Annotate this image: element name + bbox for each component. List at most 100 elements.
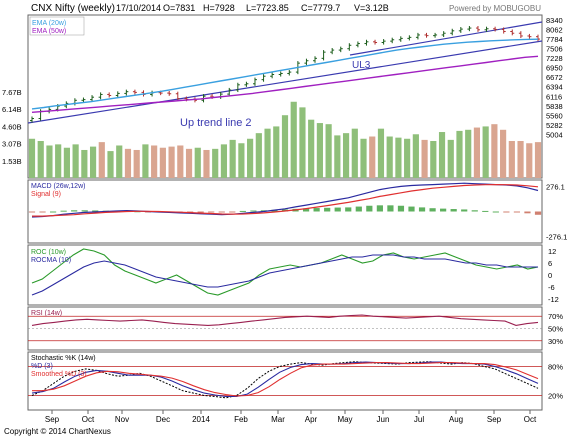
x-tick-label: Mar [271, 415, 285, 424]
macd-histogram-bar [397, 205, 405, 212]
macd-histogram-bar [39, 211, 46, 213]
volume-bar [116, 145, 123, 178]
macd-histogram-bar [429, 208, 436, 212]
volume-bar [290, 101, 297, 178]
volume-bar [220, 144, 228, 178]
volume-bar [456, 130, 463, 178]
x-tick-label: Sep [487, 415, 502, 424]
volume-bar [247, 138, 254, 178]
volume-bar [395, 137, 402, 178]
macd-y-label: 276.1 [546, 182, 565, 191]
volume-bar [203, 149, 210, 178]
x-tick-label: Jul [414, 415, 424, 424]
volume-bar [412, 134, 419, 178]
volume-bar [185, 148, 193, 178]
uptrend-line-2 [27, 40, 543, 124]
price-y-label: 8340 [546, 16, 563, 25]
volume-bar [465, 129, 472, 178]
roc-y-label: -12 [548, 295, 559, 304]
legend-ema50: EMA (50w) [32, 28, 66, 35]
macd-histogram-bar [324, 207, 331, 212]
legend-stoch-sd: Smoothed %D (3) [31, 371, 87, 378]
volume-y-label: 1.53B [2, 157, 22, 166]
volume-bar [430, 140, 437, 178]
stoch-y-label: 80% [548, 363, 563, 372]
macd-histogram-bar [387, 205, 394, 212]
macd-histogram-bar [440, 208, 447, 212]
x-tick-label: Jun [377, 415, 390, 424]
macd-histogram-bar [28, 211, 36, 213]
macd-histogram-bar [197, 211, 204, 213]
volume-bar [133, 149, 140, 178]
macd-histogram-bar [450, 209, 457, 212]
volume-bar [508, 140, 515, 178]
rsi-y-label: 70% [548, 312, 563, 321]
volume-bar [37, 140, 44, 178]
volume-bar [98, 142, 105, 178]
macd-histogram-bar [81, 210, 88, 212]
volume-bar [334, 135, 341, 178]
stoch-y-label: 20% [548, 392, 563, 401]
legend-stoch-d: %D (3) [31, 363, 53, 370]
rsi-line [31, 314, 539, 326]
macd-histogram-bar [208, 211, 215, 213]
volume-bar [299, 107, 306, 178]
stoch-panel [27, 351, 543, 411]
roc-y-label: 0 [548, 271, 552, 280]
price-y-label: 6116 [546, 92, 562, 101]
price-y-label: 6394 [546, 83, 563, 92]
roc-y-label: -6 [548, 283, 555, 292]
macd-histogram-bar [345, 207, 352, 212]
price-y-label: 5560 [546, 111, 563, 120]
price-y-label: 5004 [546, 131, 563, 140]
volume-bar [526, 143, 533, 178]
x-tick-label: Oct [524, 415, 537, 424]
volume-bar [46, 145, 53, 178]
volume-bar [55, 144, 62, 178]
volume-y-label: 4.60B [2, 122, 22, 131]
price-y-label: 7506 [546, 44, 563, 53]
volume-bar [351, 128, 358, 178]
header-low: L=7723.85 [246, 3, 289, 13]
volume-bar [473, 127, 481, 178]
ema50-line [31, 55, 539, 113]
macd-histogram-bar [408, 206, 415, 212]
macd-histogram-bar [471, 210, 478, 212]
roc-y-label: 12 [548, 247, 556, 256]
legend-rsi: RSI (14w) [31, 310, 62, 317]
header-open: O=7831 [163, 3, 195, 13]
volume-bar [281, 115, 289, 178]
volume-bar [369, 136, 376, 178]
macd-histogram-bar [60, 210, 67, 212]
volume-bar [438, 132, 446, 178]
volume-bar [325, 124, 332, 178]
volume-bar [212, 148, 219, 178]
x-tick-label: Sep [45, 415, 60, 424]
ul3-trend-line [349, 21, 543, 56]
header-volume: V=3.12B [354, 3, 389, 13]
macd-histogram-bar [218, 211, 225, 213]
volume-y-label: 7.67B [2, 88, 22, 97]
volume-bar [482, 126, 489, 178]
copyright-text: Copyright © 2014 ChartNexus [4, 427, 111, 436]
macd-histogram-bar [250, 210, 257, 212]
price-y-label: 5838 [546, 102, 563, 111]
header-high: H=7928 [203, 3, 235, 13]
macd-histogram-bar [49, 211, 57, 213]
price-y-label: 8062 [546, 25, 563, 34]
x-tick-label: 2014 [192, 415, 210, 424]
macd-histogram-bar [366, 205, 373, 212]
macd-line [31, 182, 539, 218]
price-y-label: 6950 [546, 64, 563, 73]
macd-histogram-bar [187, 211, 194, 213]
volume-bar [491, 124, 498, 178]
annotation-ul3: UL3 [352, 60, 371, 71]
volume-bar [81, 149, 88, 178]
price-legend-box [29, 16, 85, 36]
macd-histogram-bar [513, 211, 521, 213]
x-tick-label: Feb [234, 415, 248, 424]
volume-bar [168, 146, 175, 178]
x-tick-label: Apr [305, 415, 318, 424]
header-date: 17/10/2014 [116, 3, 161, 13]
volume-bar [273, 126, 280, 178]
